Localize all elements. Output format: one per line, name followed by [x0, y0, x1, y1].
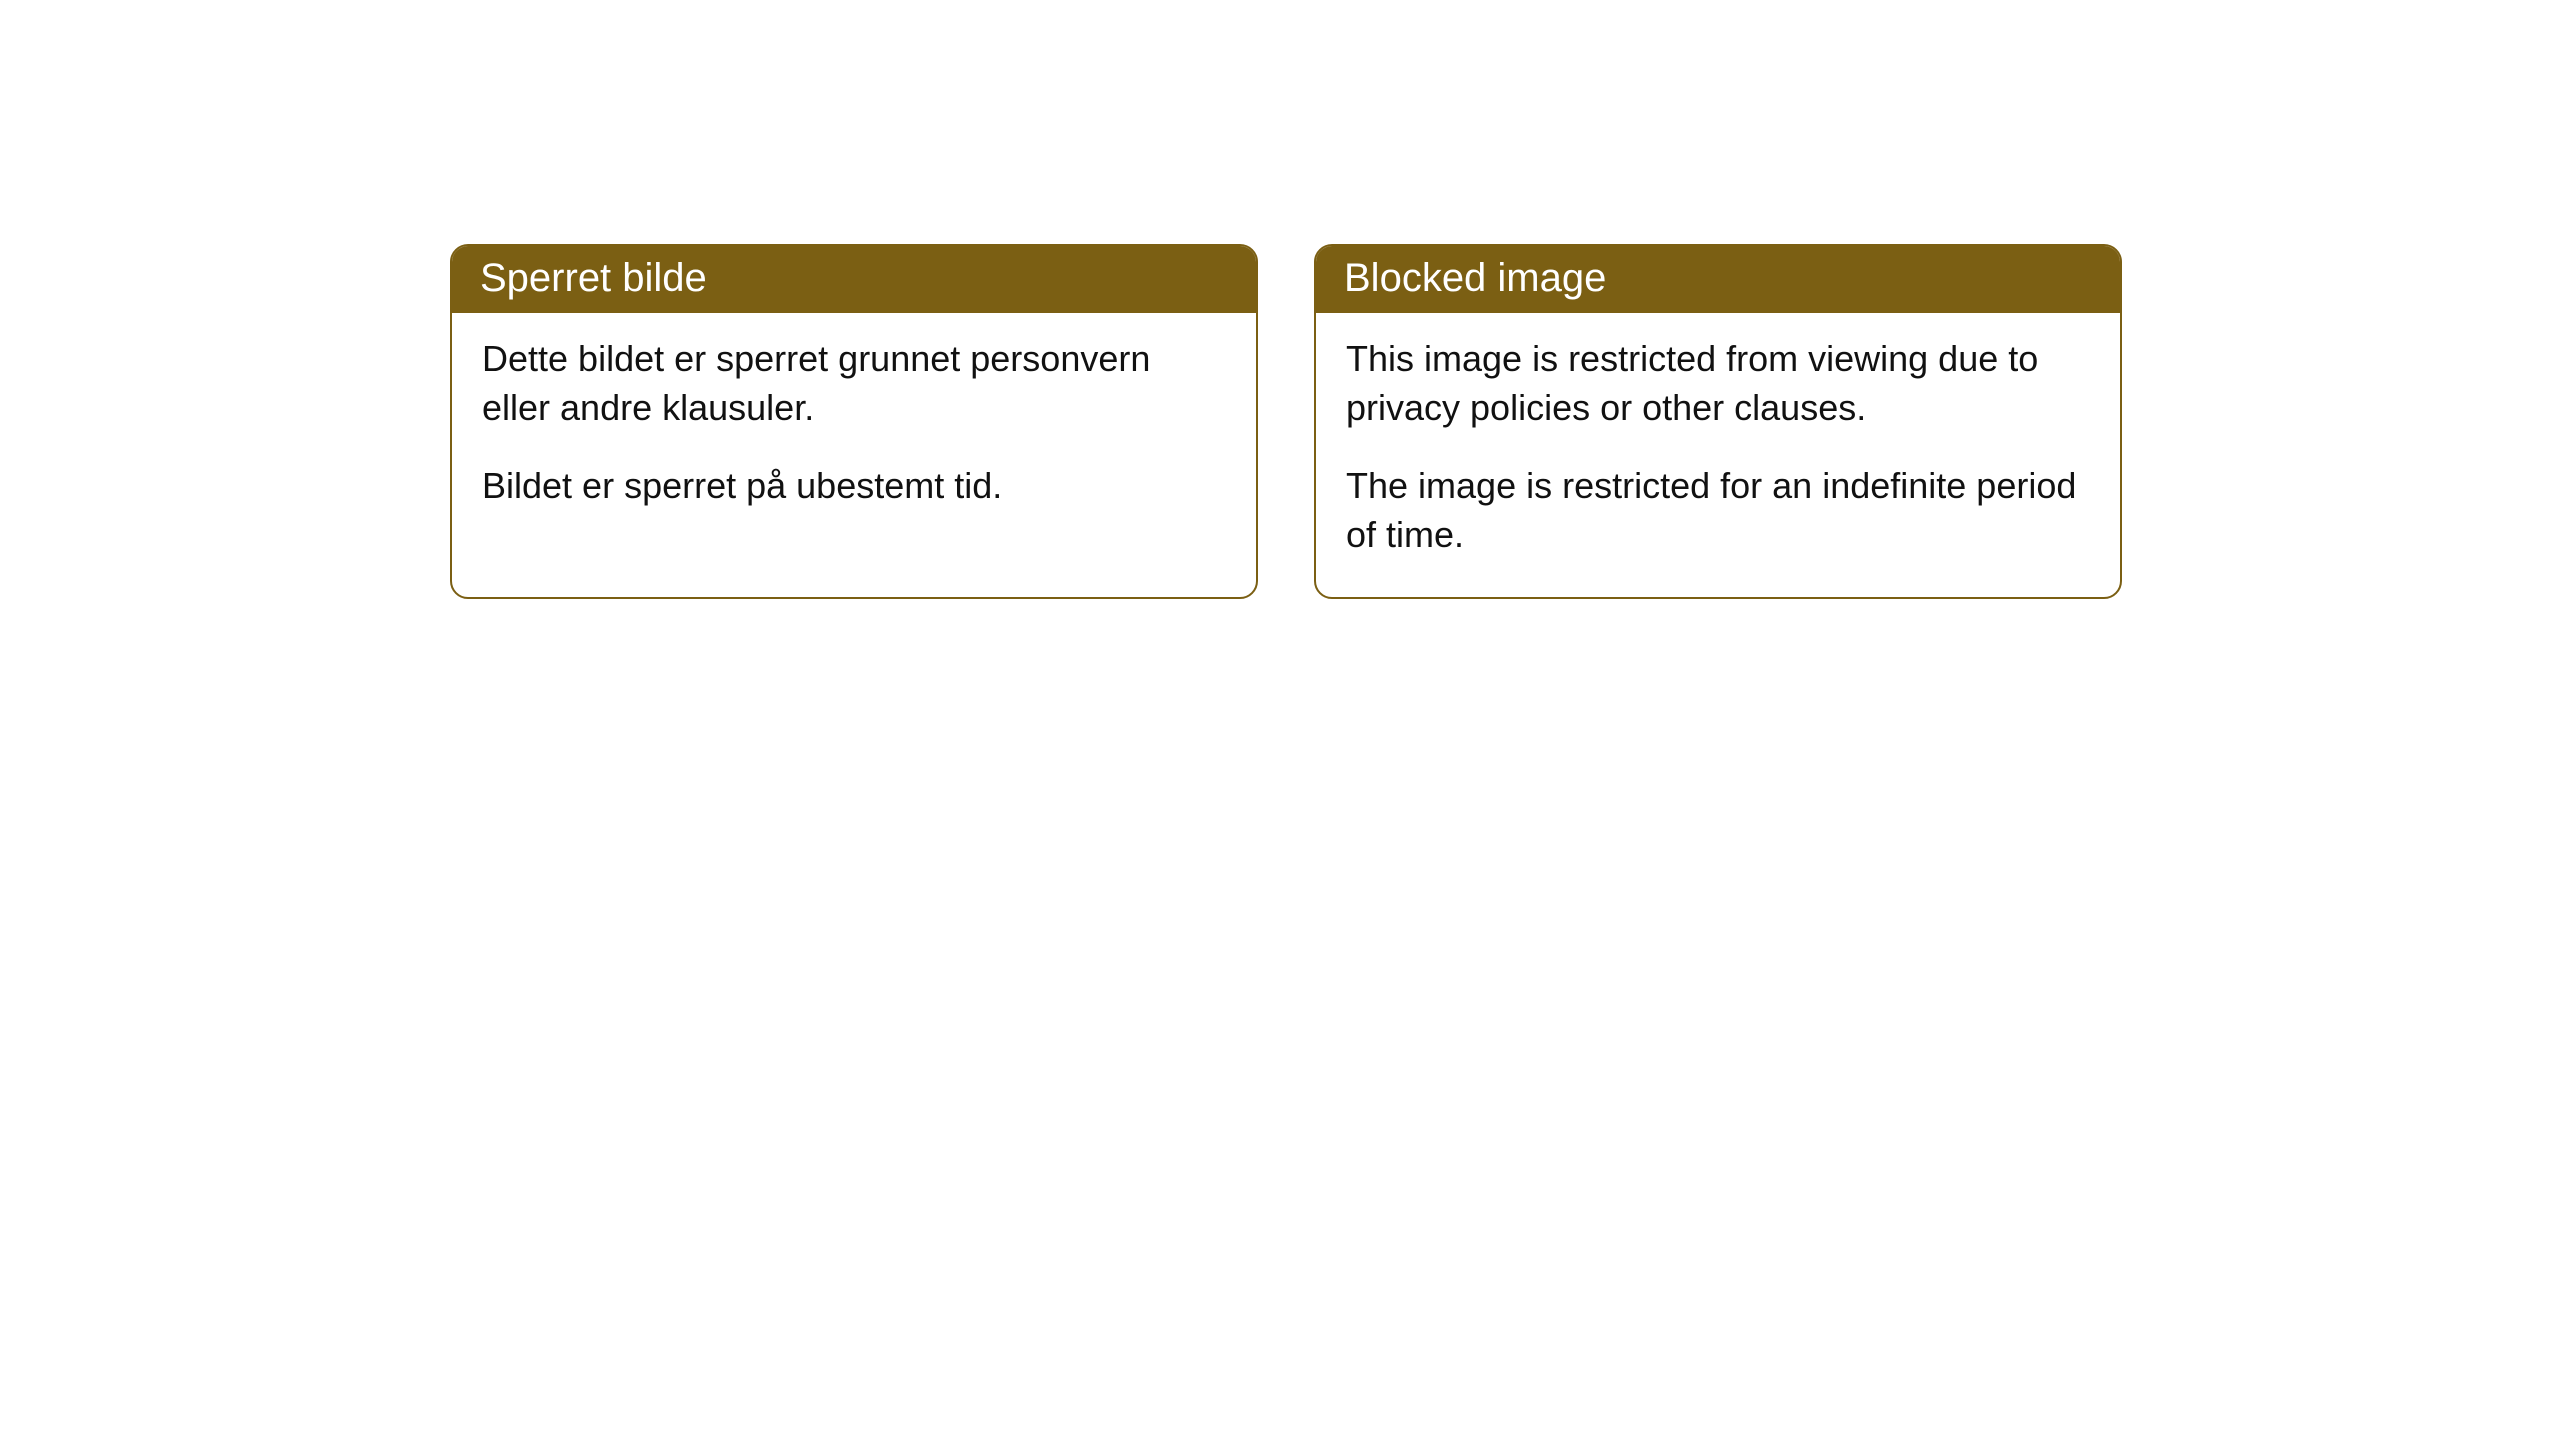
- blocked-image-card-norwegian: Sperret bilde Dette bildet er sperret gr…: [450, 244, 1258, 599]
- card-paragraph: Dette bildet er sperret grunnet personve…: [482, 335, 1226, 432]
- card-title: Blocked image: [1344, 256, 1606, 300]
- card-header: Sperret bilde: [452, 246, 1256, 313]
- card-header: Blocked image: [1316, 246, 2120, 313]
- card-paragraph: This image is restricted from viewing du…: [1346, 335, 2090, 432]
- card-title: Sperret bilde: [480, 256, 707, 300]
- card-body: This image is restricted from viewing du…: [1316, 313, 2120, 597]
- card-container: Sperret bilde Dette bildet er sperret gr…: [450, 244, 2122, 599]
- card-paragraph: Bildet er sperret på ubestemt tid.: [482, 462, 1226, 511]
- card-body: Dette bildet er sperret grunnet personve…: [452, 313, 1256, 549]
- card-paragraph: The image is restricted for an indefinit…: [1346, 462, 2090, 559]
- blocked-image-card-english: Blocked image This image is restricted f…: [1314, 244, 2122, 599]
